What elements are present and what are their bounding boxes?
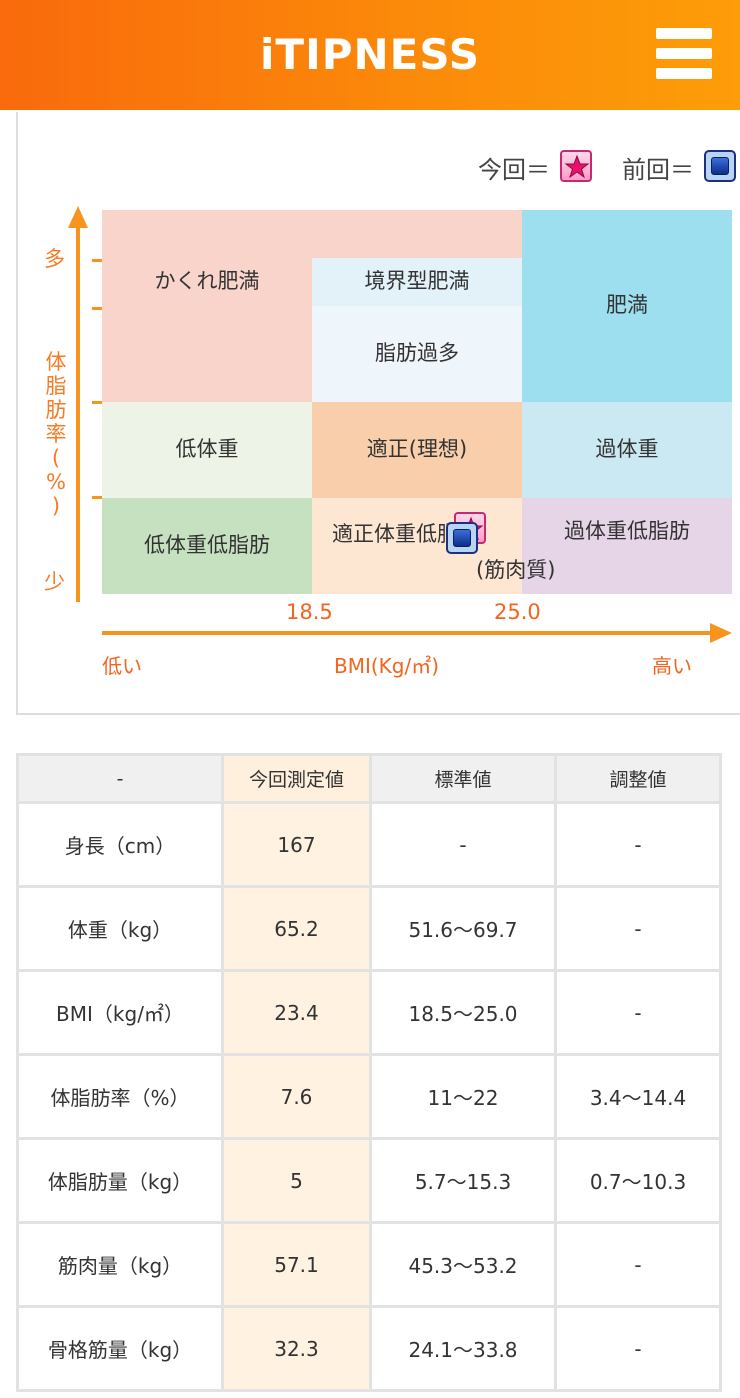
row-label: 筋肉量（kg） [16,1221,224,1308]
row-label: BMI（kg/㎡） [16,969,224,1056]
standard-value: 18.5～25.0 [369,969,557,1056]
cell-hidden-obesity: かくれ肥満 [102,210,312,402]
adjusted-value: - [554,801,722,888]
row-label: 体脂肪量（kg） [16,1137,224,1224]
legend-current-label: 今回＝ [478,156,550,184]
table-row: 筋肉量（kg） 57.1 45.3～53.2 - [16,1221,722,1308]
y-tick [92,259,102,262]
app-header: iTIPNESS [0,0,740,110]
y-tick [92,496,102,499]
app-logo[interactable]: iTIPNESS [260,30,480,79]
row-label: 体脂肪率（%） [16,1053,224,1140]
current-value: 7.6 [221,1053,372,1140]
adjusted-value: - [554,1221,722,1308]
cell-underweight: 低体重 [102,402,312,498]
cell-overweight-low-fat: 過体重低脂肪 [522,498,732,594]
standard-value: - [369,801,557,888]
table-row: 体脂肪量（kg） 5 5.7～15.3 0.7～10.3 [16,1137,722,1224]
x-tick-25-0: 25.0 [494,600,541,624]
table-row: 身長（cm） 167 - - [16,801,722,888]
cell-borderline-obesity: 境界型肥満 [312,258,522,306]
menu-bar [656,28,712,39]
standard-value: 11～22 [369,1053,557,1140]
header-standard-value: 標準値 [369,753,557,804]
y-axis-low-label: 少 [44,570,65,594]
adjusted-value: - [554,1305,722,1392]
cell-normal-low-fat-sublabel: (筋肉質) [476,558,556,582]
table-row: BMI（kg/㎡） 23.4 18.5～25.0 - [16,969,722,1056]
x-axis-low-label: 低い [102,654,142,678]
standard-value: 24.1～33.8 [369,1305,557,1392]
x-tick-18-5: 18.5 [286,600,333,624]
adjusted-value: 3.4～14.4 [554,1053,722,1140]
previous-marker-square-icon [446,522,478,554]
adjusted-value: - [554,969,722,1056]
legend-previous-label: 前回＝ [622,156,694,184]
cell-normal-ideal: 適正(理想) [312,402,522,498]
current-value: 65.2 [221,885,372,972]
x-axis-high-label: 高い [652,654,692,678]
menu-bar [656,68,712,79]
row-label: 体重（kg） [16,885,224,972]
body-composition-chart: 今回＝ 前回＝ かくれ肥満 境界型肥満 脂肪過多 肥満 低体重 適正(理想) 過… [16,112,740,715]
table-row: 体重（kg） 65.2 51.6～69.7 - [16,885,722,972]
x-axis-label: BMI(Kg/㎡) [334,654,440,678]
standard-value: 5.7～15.3 [369,1137,557,1224]
cell-filler-top [312,210,522,258]
y-tick [92,307,102,310]
cell-overweight: 過体重 [522,402,732,498]
current-value: 32.3 [221,1305,372,1392]
current-value: 5 [221,1137,372,1224]
cell-underweight-low-fat: 低体重低脂肪 [102,498,312,594]
measurement-table: - 今回測定値 標準値 調整値 身長（cm） 167 - - 体重（kg） 65… [16,753,722,1392]
row-label: 骨格筋量（kg） [16,1305,224,1392]
menu-bar [656,48,712,59]
current-value: 167 [221,801,372,888]
y-axis-high-label: 多 [44,247,65,271]
table-row: 骨格筋量（kg） 32.3 24.1～33.8 - [16,1305,722,1392]
x-axis-arrow [102,623,732,643]
adjusted-value: 0.7～10.3 [554,1137,722,1224]
header-current-value: 今回測定値 [221,753,372,804]
square-icon [704,150,736,182]
table-row: 体脂肪率（%） 7.6 11～22 3.4～14.4 [16,1053,722,1140]
standard-value: 45.3～53.2 [369,1221,557,1308]
cell-normal-low-fat [312,498,522,594]
header-adjusted-value: 調整値 [554,753,722,804]
row-label: 身長（cm） [16,801,224,888]
cell-excess-fat: 脂肪過多 [312,306,522,402]
cell-obesity: 肥満 [522,210,732,402]
y-axis-arrow [68,206,88,602]
y-axis-label: 体 脂 肪 率 ( % ) [45,350,67,518]
hamburger-menu-icon[interactable] [656,28,712,80]
current-value: 57.1 [221,1221,372,1308]
current-value: 23.4 [221,969,372,1056]
adjusted-value: - [554,885,722,972]
header-item: - [16,753,224,804]
star-icon [560,150,592,182]
y-tick [92,401,102,404]
table-header-row: - 今回測定値 標準値 調整値 [16,753,722,804]
standard-value: 51.6～69.7 [369,885,557,972]
